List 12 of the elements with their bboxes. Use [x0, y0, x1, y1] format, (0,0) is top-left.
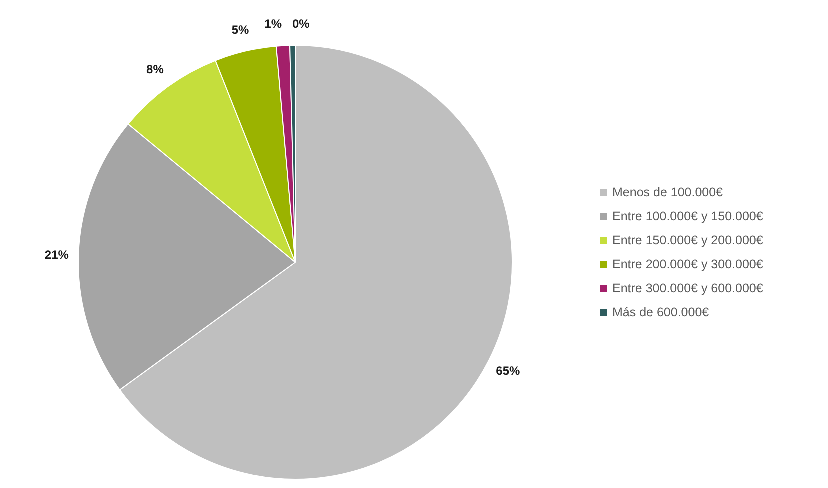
data-label: 5%	[232, 23, 250, 38]
legend-label: Entre 150.000€ y 200.000€	[612, 234, 764, 248]
legend-label: Entre 100.000€ y 150.000€	[612, 210, 764, 224]
legend-label: Menos de 100.000€	[612, 186, 724, 200]
data-label: 0%	[292, 16, 310, 31]
legend-label: Más de 600.000€	[612, 306, 710, 320]
legend-label: Entre 200.000€ y 300.000€	[612, 258, 764, 272]
legend-label: Entre 300.000€ y 600.000€	[612, 282, 764, 296]
data-label: 8%	[146, 62, 164, 76]
data-label: 65%	[496, 364, 521, 378]
data-label: 21%	[44, 248, 70, 262]
data-label: 1%	[264, 17, 282, 32]
